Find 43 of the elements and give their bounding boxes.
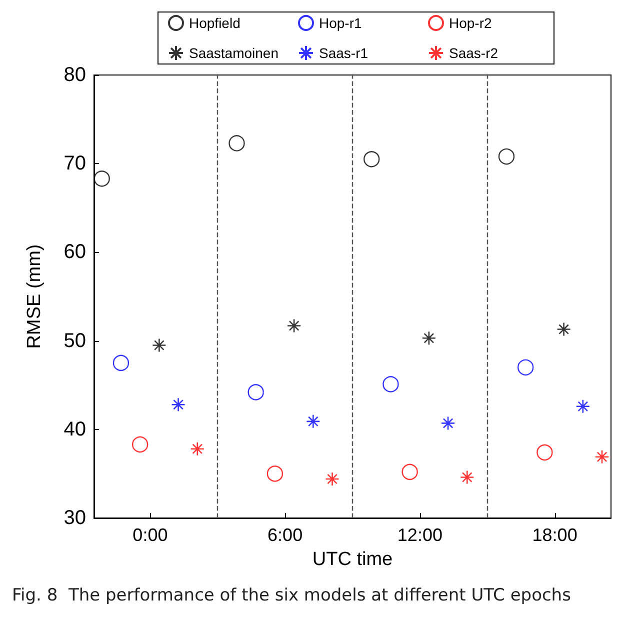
point [364, 151, 380, 168]
point [576, 399, 590, 414]
legend-label: Hop-r2 [449, 15, 492, 31]
point [132, 436, 148, 453]
y-tick-label: 70 [64, 152, 86, 175]
point [248, 384, 264, 400]
point [228, 135, 245, 152]
point [518, 359, 534, 376]
x-tick-label: 0:00 [132, 525, 168, 545]
legend-label: Saastamoinen [189, 45, 279, 61]
point [306, 414, 320, 429]
caption: Fig. 8 The performance of the six models at different UTC epochs [12, 586, 572, 606]
legend-label: Saas-r2 [449, 45, 498, 61]
point [286, 318, 302, 333]
point [402, 464, 418, 480]
x-tick-label: 18:00 [532, 525, 578, 545]
point [112, 354, 130, 372]
point [594, 450, 610, 464]
legend-label: Saas-r1 [319, 45, 368, 61]
point [152, 338, 166, 352]
point [171, 397, 186, 412]
point [382, 376, 399, 392]
legend-label: Hop-r1 [319, 15, 362, 31]
legend-label: Hopfield [189, 15, 240, 31]
point [422, 330, 436, 346]
y-axis-title: RMSE (mm) [24, 244, 45, 349]
point [460, 470, 474, 484]
point [190, 442, 205, 456]
y-tick-label: 60 [64, 241, 86, 264]
y-tick-label: 50 [64, 330, 86, 352]
y-tick-label: 30 [64, 507, 86, 529]
x-tick-label: 12:00 [397, 525, 442, 545]
point [440, 416, 456, 430]
y-tick-label: 40 [64, 418, 86, 440]
x-tick-label: 6:00 [268, 525, 303, 545]
x-axis-title: UTC time [312, 549, 393, 570]
point [498, 148, 515, 165]
point [556, 322, 571, 336]
y-tick-label: 80 [64, 64, 86, 86]
point [266, 466, 284, 482]
point [325, 472, 340, 486]
point [536, 444, 553, 461]
point [94, 170, 110, 187]
